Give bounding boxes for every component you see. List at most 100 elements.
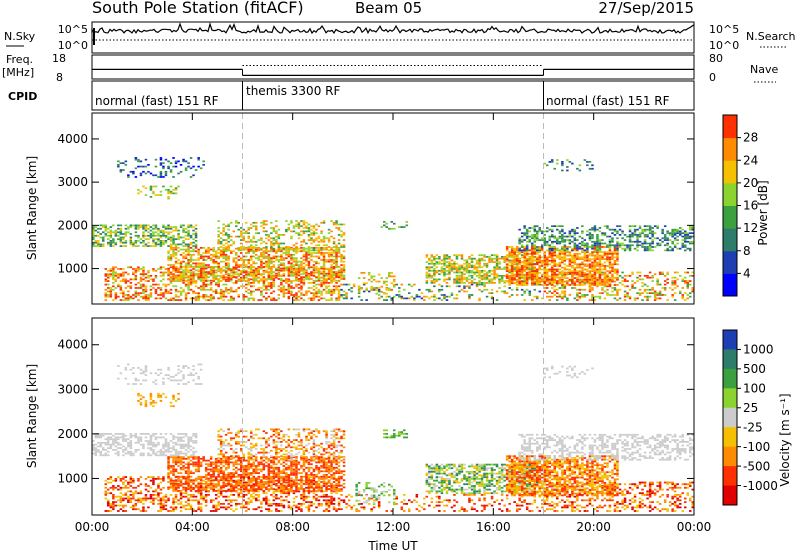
power-cell xyxy=(340,264,343,266)
power-cell xyxy=(576,257,579,259)
power-cell xyxy=(448,266,451,268)
velocity-cell xyxy=(130,501,133,503)
power-cell xyxy=(225,268,228,270)
power-cell xyxy=(614,289,617,291)
power-cell xyxy=(669,232,672,234)
power-cell xyxy=(197,279,200,281)
power-cell xyxy=(466,279,469,281)
power-cell xyxy=(549,236,552,238)
power-cell xyxy=(626,292,629,294)
power-cell xyxy=(556,280,559,282)
power-cell xyxy=(165,289,168,291)
power-cell xyxy=(584,258,587,260)
power-cell xyxy=(130,296,133,298)
power-cell xyxy=(606,253,609,255)
power-cell xyxy=(117,225,120,227)
power-cell xyxy=(253,263,256,265)
power-cell xyxy=(122,233,125,235)
power-cell xyxy=(185,277,188,279)
power-cell xyxy=(631,225,634,227)
power-cell xyxy=(170,266,173,268)
power-cell xyxy=(549,248,552,250)
power-cell xyxy=(172,266,175,268)
power-cell xyxy=(551,229,554,231)
power-cell xyxy=(273,264,276,266)
power-cell xyxy=(197,166,200,168)
power-cell xyxy=(596,243,599,245)
power-cell xyxy=(471,284,474,286)
power-cell xyxy=(521,241,524,243)
power-cell xyxy=(689,275,692,277)
power-cell xyxy=(529,231,532,233)
power-cell xyxy=(245,280,248,282)
power-cell xyxy=(576,281,579,283)
power-cell xyxy=(539,269,542,271)
power-cell xyxy=(521,236,524,238)
velocity-cell xyxy=(120,487,123,489)
power-cell xyxy=(488,261,491,263)
power-cell xyxy=(664,237,667,239)
power-cell xyxy=(486,282,489,284)
power-cell xyxy=(275,273,278,275)
power-cell xyxy=(566,272,569,274)
power-cell xyxy=(682,280,685,282)
power-cell xyxy=(521,282,524,284)
power-cell xyxy=(579,270,582,272)
power-cell xyxy=(594,281,597,283)
power-cell xyxy=(270,299,273,301)
power-cell xyxy=(152,228,155,230)
power-cell xyxy=(586,260,589,262)
power-cell xyxy=(546,281,549,283)
power-cell xyxy=(461,273,464,275)
power-cell xyxy=(333,256,336,258)
power-cell xyxy=(433,265,436,267)
power-cell xyxy=(117,296,120,298)
power-cell xyxy=(248,289,251,291)
power-cell xyxy=(270,282,273,284)
power-cell xyxy=(403,298,406,300)
power-cell xyxy=(574,267,577,269)
power-cell xyxy=(428,291,431,293)
power-cell xyxy=(493,258,496,260)
power-cell xyxy=(486,272,489,274)
power-cell xyxy=(310,250,313,252)
power-cell xyxy=(536,277,539,279)
power-cell xyxy=(278,272,281,274)
power-cell xyxy=(180,292,183,294)
power-cell xyxy=(676,272,679,274)
power-cell xyxy=(456,280,459,282)
power-cell xyxy=(260,222,263,224)
velocity-cell xyxy=(125,487,128,489)
power-cell xyxy=(516,262,519,264)
power-cell xyxy=(569,234,572,236)
power-cell xyxy=(293,261,296,263)
power-cell xyxy=(207,284,210,286)
power-cell xyxy=(523,246,526,248)
power-cell xyxy=(120,289,123,291)
power-cell xyxy=(137,161,140,163)
power-cell xyxy=(619,244,622,246)
power-cell xyxy=(268,264,271,266)
power-cell xyxy=(561,250,564,252)
power-cell xyxy=(559,225,562,227)
power-cell xyxy=(303,256,306,258)
power-cell xyxy=(325,292,328,294)
power-cell xyxy=(112,275,115,277)
power-cell xyxy=(523,251,526,253)
power-cell xyxy=(569,239,572,241)
power-cell xyxy=(594,277,597,279)
power-cell xyxy=(483,270,486,272)
power-cell xyxy=(328,291,331,293)
power-cell xyxy=(443,270,446,272)
power-cell xyxy=(137,240,140,242)
power-cell xyxy=(182,278,185,280)
power-cell xyxy=(521,251,524,253)
power-cell xyxy=(561,281,564,283)
power-cell xyxy=(298,271,301,273)
power-cell xyxy=(177,259,180,261)
power-cell xyxy=(162,176,165,178)
power-cell xyxy=(360,272,363,274)
power-cell xyxy=(451,294,454,296)
power-cell xyxy=(233,241,236,243)
power-cell xyxy=(258,247,261,249)
